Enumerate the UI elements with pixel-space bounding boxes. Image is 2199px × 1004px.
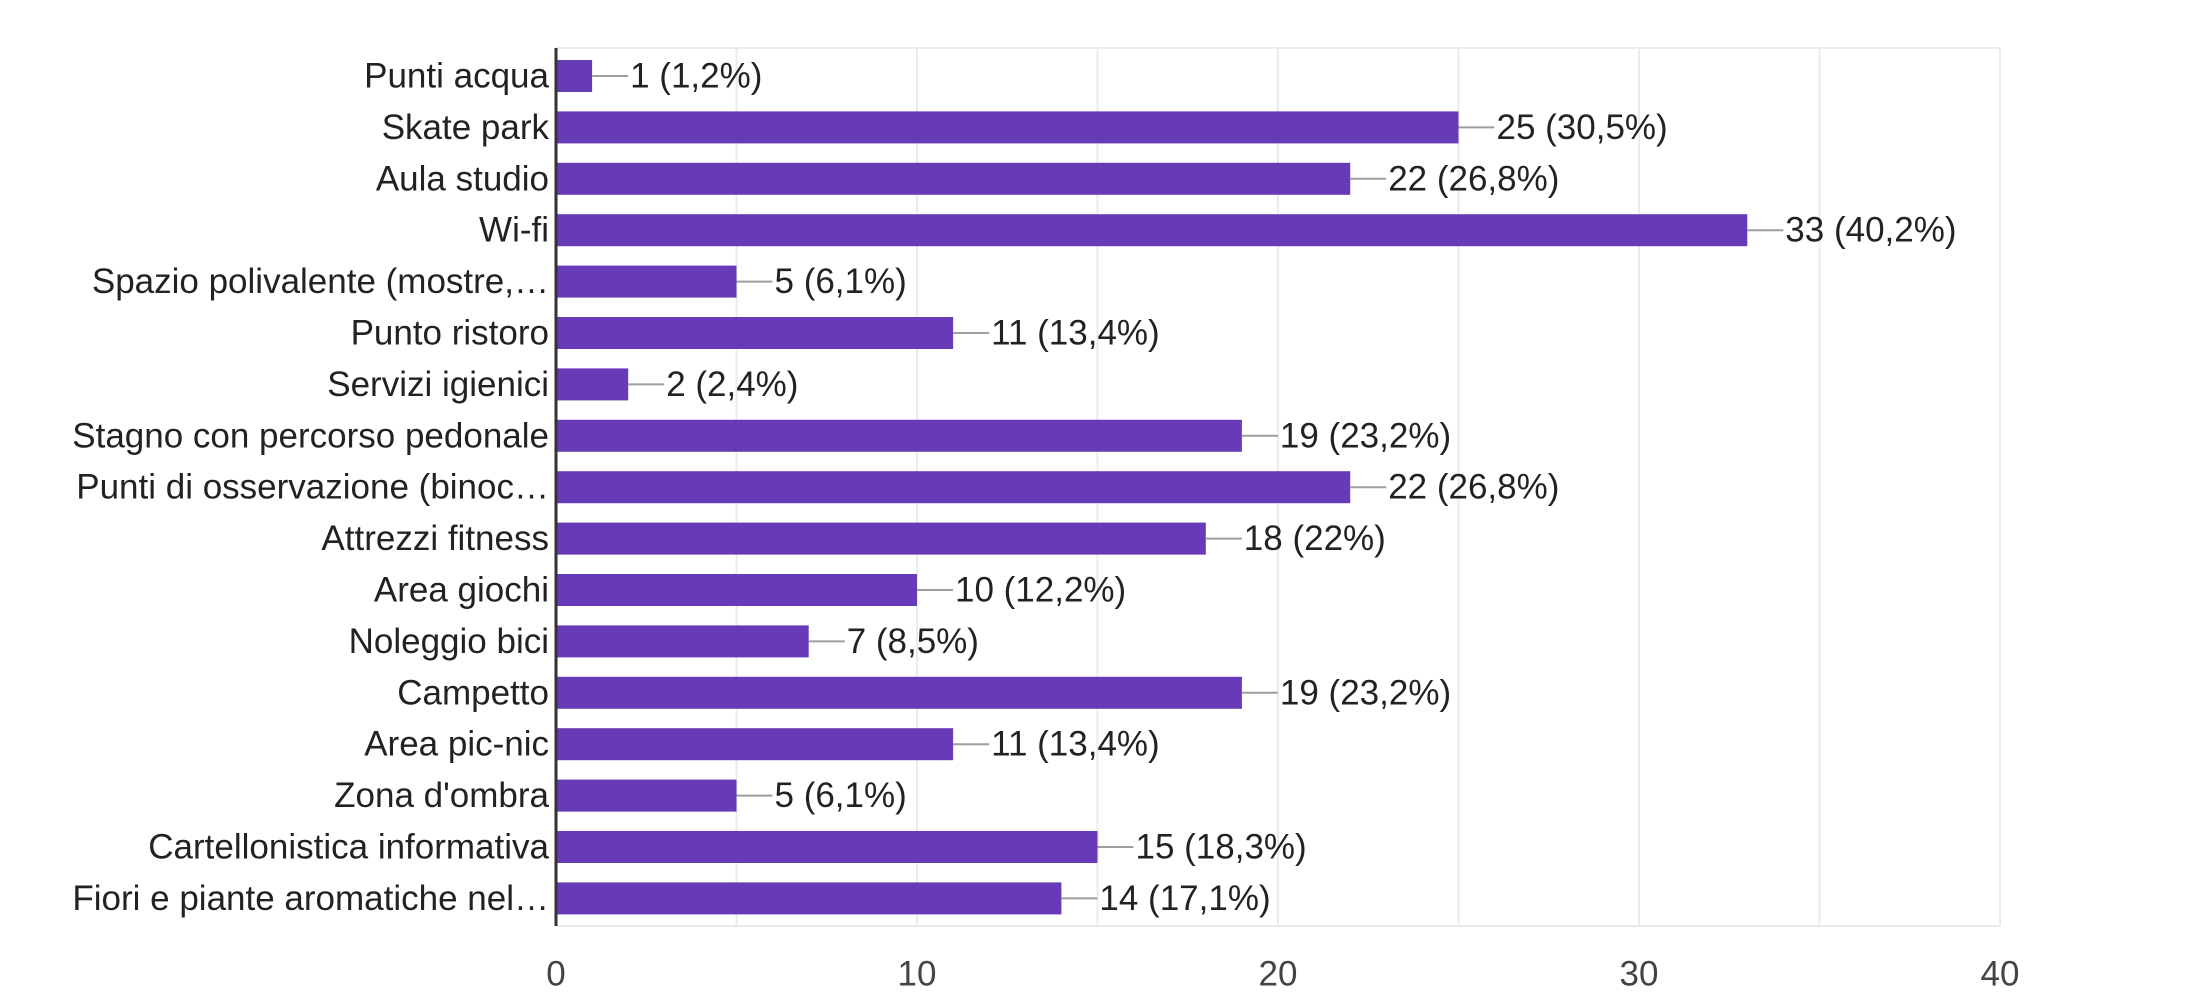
- bar: [556, 522, 1206, 555]
- bar: [556, 831, 1098, 863]
- data-label: 22 (26,8%): [1388, 468, 1559, 507]
- category-label: Area giochi: [374, 571, 549, 610]
- data-label: 1 (1,2%): [630, 57, 762, 96]
- x-tick-label: 40: [1981, 955, 2020, 994]
- category-label: Fiori e piante aromatiche nel…: [72, 879, 549, 918]
- bar: [556, 60, 593, 92]
- category-label: Cartellonistica informativa: [148, 828, 549, 867]
- category-label: Punti acqua: [364, 57, 549, 96]
- data-label: 25 (30,5%): [1497, 108, 1668, 147]
- bar: [556, 728, 954, 761]
- category-label: Skate park: [382, 108, 550, 147]
- bar: [556, 317, 954, 349]
- data-label: 22 (26,8%): [1388, 159, 1559, 198]
- category-label: Punti di osservazione (binoc…: [76, 468, 549, 507]
- data-label: 11 (13,4%): [991, 314, 1160, 353]
- data-label: 5 (6,1%): [775, 776, 907, 815]
- category-label: Campetto: [397, 673, 549, 712]
- category-label: Zona d'ombra: [334, 776, 549, 815]
- bar: [556, 625, 809, 658]
- data-label: 19 (23,2%): [1280, 673, 1451, 712]
- category-label: Noleggio bici: [349, 622, 549, 661]
- data-label: 5 (6,1%): [775, 262, 907, 301]
- category-label: Spazio polivalente (mostre,…: [92, 262, 549, 301]
- x-tick-label: 0: [546, 955, 565, 994]
- data-label: 15 (18,3%): [1136, 828, 1307, 867]
- bar: [556, 111, 1459, 144]
- category-label: Area pic-nic: [364, 725, 549, 764]
- bar: [556, 779, 737, 812]
- x-tick-label: 30: [1620, 955, 1659, 994]
- data-label: 33 (40,2%): [1785, 211, 1956, 250]
- bar: [556, 676, 1242, 709]
- category-label: Servizi igienici: [327, 365, 549, 404]
- labels-layer: 1 (1,2%) Punti acqua 25 (30,5%) Skate park 2…: [72, 57, 2019, 994]
- x-tick-label: 10: [898, 955, 937, 994]
- category-label: Aula studio: [376, 159, 549, 198]
- category-label: Punto ristoro: [351, 314, 549, 353]
- bar: [556, 214, 1748, 247]
- bar: [556, 162, 1351, 195]
- bar: [556, 471, 1351, 504]
- data-label: 2 (2,4%): [666, 365, 798, 404]
- data-label: 14 (17,1%): [1099, 879, 1270, 918]
- bar: [556, 574, 917, 606]
- bars-layer: [556, 60, 1784, 915]
- data-label: 7 (8,5%): [847, 622, 979, 661]
- category-label: Wi-fi: [479, 211, 549, 250]
- bar: [556, 882, 1062, 915]
- bar: [556, 419, 1242, 452]
- category-label: Stagno con percorso pedonale: [72, 416, 549, 455]
- x-tick-label: 20: [1259, 955, 1298, 994]
- data-label: 18 (22%): [1244, 519, 1386, 558]
- category-label: Attrezzi fitness: [321, 519, 549, 558]
- bar: [556, 265, 737, 298]
- data-label: 19 (23,2%): [1280, 416, 1451, 455]
- bar: [556, 368, 629, 401]
- data-label: 11 (13,4%): [991, 725, 1160, 764]
- data-label: 10 (12,2%): [955, 571, 1126, 610]
